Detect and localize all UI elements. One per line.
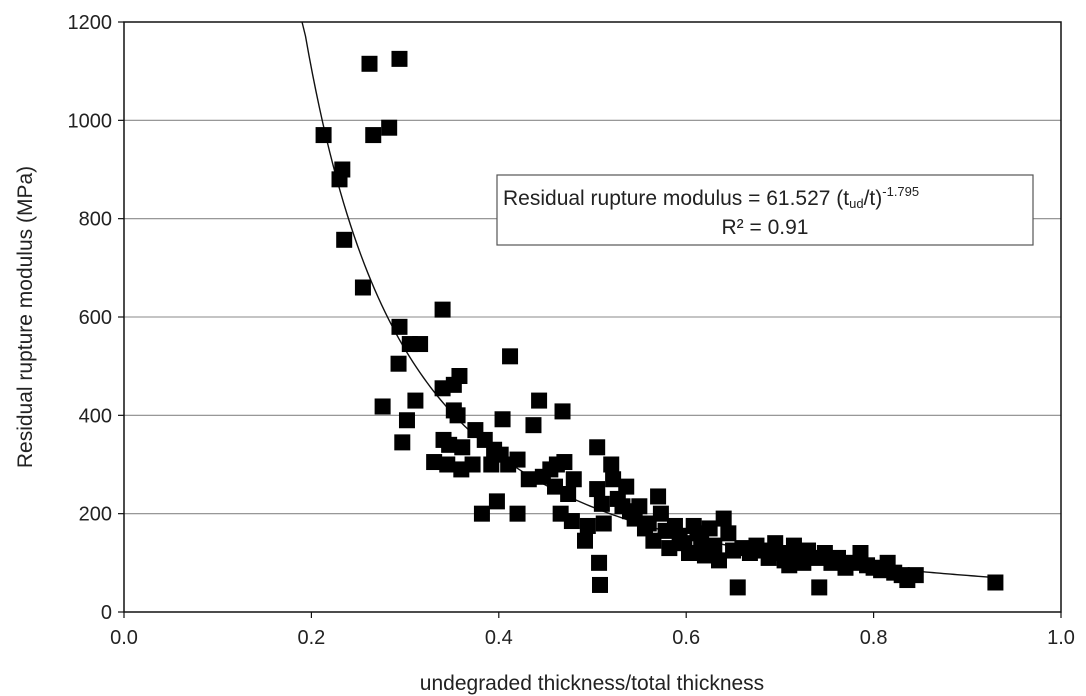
data-point (661, 540, 678, 557)
data-point (454, 439, 471, 456)
data-point (591, 576, 608, 593)
data-point (336, 231, 353, 248)
data-point (618, 478, 635, 495)
data-point (706, 537, 723, 554)
x-tick-label: 0.0 (110, 627, 138, 649)
annotation-box (496, 174, 1034, 246)
y-tick-label: 600 (79, 307, 112, 329)
data-point (391, 318, 408, 335)
data-point (987, 574, 1004, 591)
data-point (502, 348, 519, 365)
data-point (488, 493, 505, 510)
data-point (593, 495, 610, 512)
data-point (720, 525, 737, 542)
x-tick-label: 1.0 (1047, 627, 1075, 649)
data-point (354, 279, 371, 296)
data-point (381, 119, 398, 136)
data-point (365, 127, 382, 144)
annotation-line-1: Residual rupture modulus = 61.527 (tud/t… (503, 184, 919, 211)
data-point (554, 403, 571, 420)
data-point (852, 545, 869, 561)
data-point (650, 488, 667, 505)
x-tick-label: 0.4 (485, 627, 513, 649)
data-point (645, 532, 662, 549)
data-point (701, 520, 718, 537)
y-tick-label: 0 (101, 602, 112, 624)
x-tick-label: 0.2 (297, 627, 325, 649)
data-point (579, 517, 596, 534)
data-point (374, 398, 391, 415)
data-point (640, 515, 657, 532)
data-point (391, 50, 408, 67)
data-point (525, 417, 542, 434)
data-point (565, 471, 582, 488)
annotation-exponent: -1.795 (882, 184, 919, 199)
annotation-subscript: ud (849, 196, 863, 211)
data-point (520, 471, 537, 488)
data-point (315, 127, 332, 144)
data-point (729, 579, 746, 596)
data-point (509, 505, 526, 522)
data-point (451, 368, 468, 384)
data-point (595, 515, 612, 532)
data-point (334, 161, 351, 178)
data-point (412, 336, 429, 353)
y-tick-label: 1000 (68, 110, 113, 132)
data-point (441, 436, 458, 453)
data-point (811, 579, 828, 596)
data-point (390, 355, 407, 372)
data-point (603, 456, 620, 473)
data-point (563, 513, 580, 530)
data-point (715, 510, 732, 527)
y-tick-label: 200 (79, 504, 112, 526)
x-tick-labels: 0.0 0.2 0.4 0.6 0.8 1.0 (110, 612, 1075, 649)
data-point (394, 434, 411, 451)
data-point (426, 454, 443, 471)
data-point (464, 456, 481, 473)
data-point (449, 407, 466, 424)
data-point (361, 55, 378, 72)
data-point (577, 532, 594, 549)
data-point (556, 454, 573, 471)
data-point (681, 545, 698, 561)
data-point (407, 392, 424, 409)
annotation-r-squared: R² = 0.91 (722, 216, 809, 239)
data-point (795, 554, 812, 571)
y-tick-labels: 0 200 400 600 800 1000 1200 (68, 12, 124, 624)
x-axis-label: undegraded thickness/total thickness (420, 672, 764, 695)
y-axis-label: Residual rupture modulus (MPa) (14, 166, 37, 468)
data-point (509, 451, 526, 468)
y-tick-label: 400 (79, 405, 112, 427)
data-point (652, 505, 669, 522)
data-points (315, 50, 1004, 596)
data-point (439, 456, 456, 473)
x-tick-label: 0.8 (860, 627, 888, 649)
data-point (605, 471, 622, 488)
data-point (589, 439, 606, 456)
data-point (693, 532, 710, 549)
annotation-equation: Residual rupture modulus = 61.527 (t (503, 187, 849, 210)
y-tick-label: 800 (79, 209, 112, 231)
equation-annotation: Residual rupture modulus = 61.527 (tud/t… (496, 174, 1034, 246)
data-point (531, 392, 548, 409)
data-point (631, 498, 648, 515)
data-point (560, 486, 577, 502)
data-point (547, 478, 564, 495)
data-point (710, 552, 727, 569)
data-point (494, 411, 511, 428)
x-tick-label: 0.6 (672, 627, 700, 649)
data-point (434, 301, 451, 318)
data-point (591, 554, 608, 571)
y-tick-label: 1200 (68, 12, 113, 34)
data-point (589, 481, 606, 498)
data-point (907, 567, 924, 584)
data-point (483, 456, 500, 473)
data-point (398, 412, 415, 429)
data-point (473, 505, 490, 522)
annotation-equation-end: /t) (864, 187, 883, 210)
